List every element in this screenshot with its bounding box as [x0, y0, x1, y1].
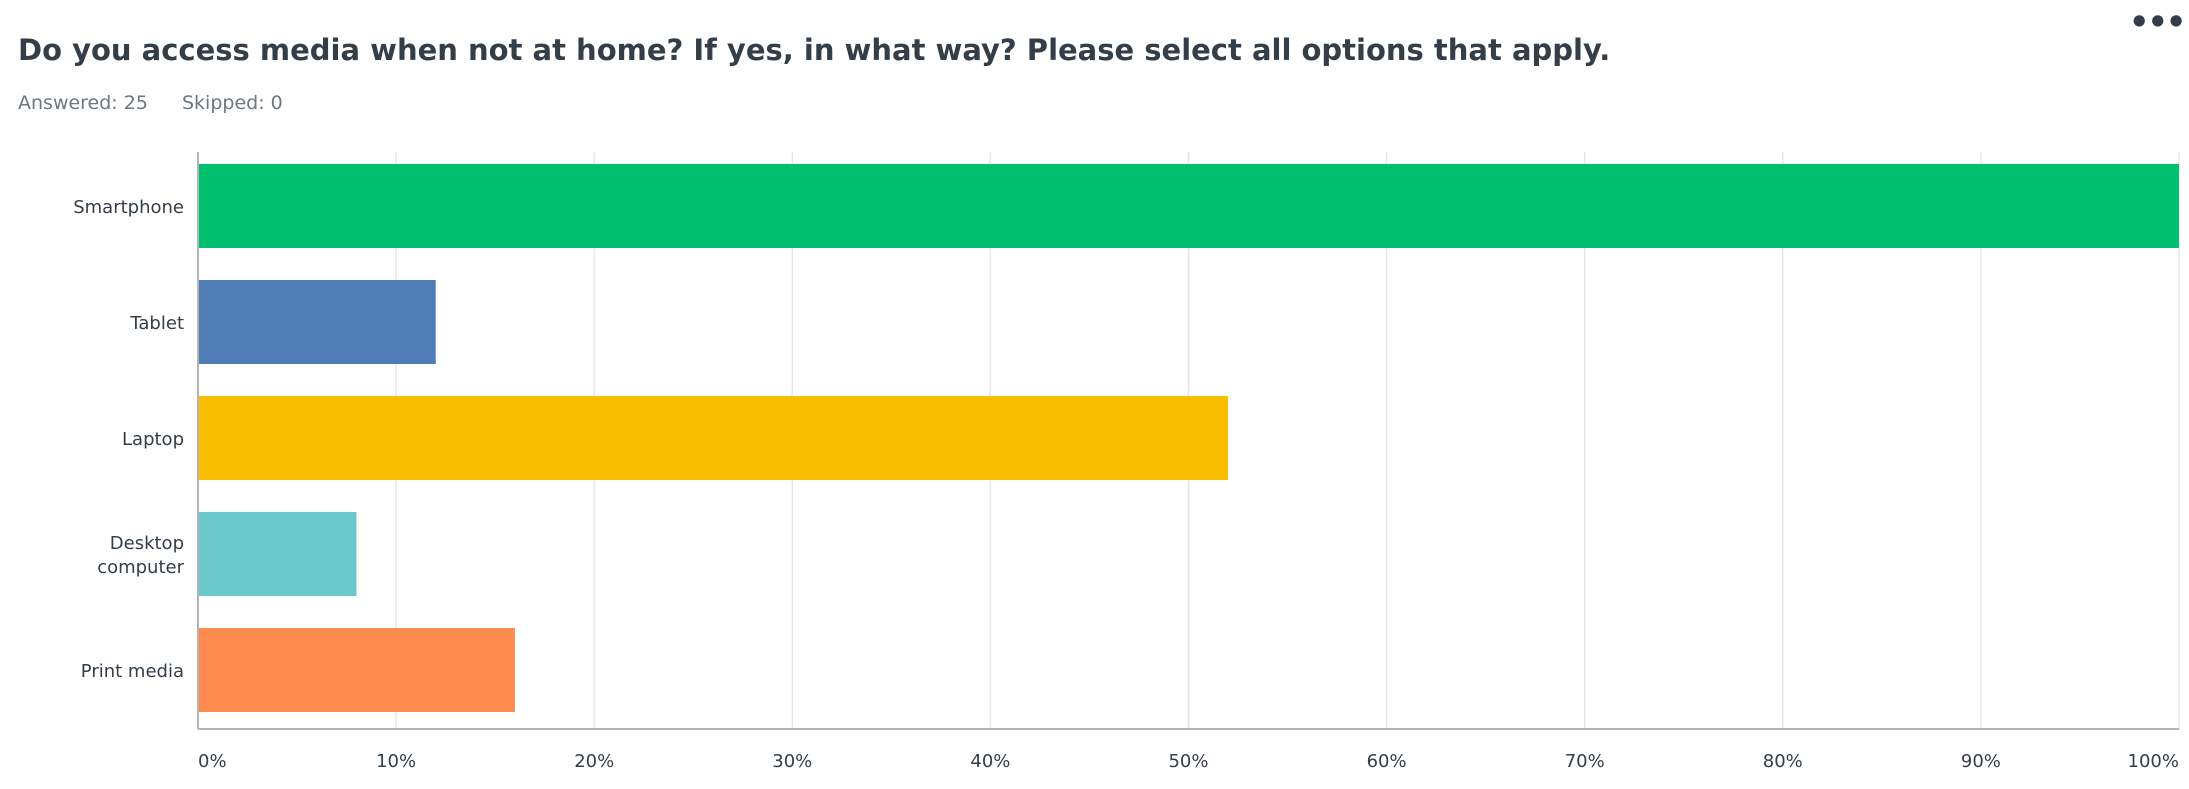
category-label-tablet: Tablet	[129, 313, 184, 334]
category-label-smartphone: Smartphone	[73, 197, 184, 218]
axes	[197, 152, 2179, 730]
x-tick-label-20: 20%	[574, 751, 614, 772]
bar-desktop-computer	[198, 512, 357, 596]
question-header: Do you access media when not at home? If…	[18, 30, 2068, 114]
x-tick-label-100: 100%	[2128, 751, 2179, 772]
x-tick-label-10: 10%	[376, 751, 416, 772]
x-tick-labels: 0% 10% 20% 30% 40% 50% 60% 70% 80% 90% 100%	[198, 751, 2179, 772]
bars	[198, 164, 2179, 712]
bar-tablet	[198, 280, 436, 364]
skipped-count: Skipped: 0	[181, 92, 283, 114]
x-tick-label-80: 80%	[1763, 751, 1803, 772]
category-labels: Smartphone Tablet Laptop Desktop computer Pri…	[73, 197, 184, 682]
bar-laptop	[198, 396, 1229, 480]
x-tick-label-90: 90%	[1961, 751, 2001, 772]
x-tick-label-30: 30%	[772, 751, 812, 772]
category-label-laptop: Laptop	[122, 429, 184, 450]
category-label-print-media: Print media	[81, 661, 184, 682]
x-tick-label-40: 40%	[970, 751, 1010, 772]
bar-print-media	[198, 628, 515, 712]
category-label-desktop-computer-line-1: Desktop	[110, 533, 184, 554]
x-tick-label-60: 60%	[1367, 751, 1407, 772]
answered-count: Answered: 25	[18, 92, 148, 114]
bar-smartphone	[198, 164, 2179, 248]
x-tick-label-70: 70%	[1565, 751, 1605, 772]
response-stats: Answered: 25 Skipped: 0	[18, 92, 2068, 114]
x-tick-label-0: 0%	[198, 751, 227, 772]
x-tick-label-50: 50%	[1168, 751, 1208, 772]
question-title: Do you access media when not at home? If…	[18, 33, 1611, 67]
category-label-desktop-computer-line-2: computer	[97, 557, 184, 578]
